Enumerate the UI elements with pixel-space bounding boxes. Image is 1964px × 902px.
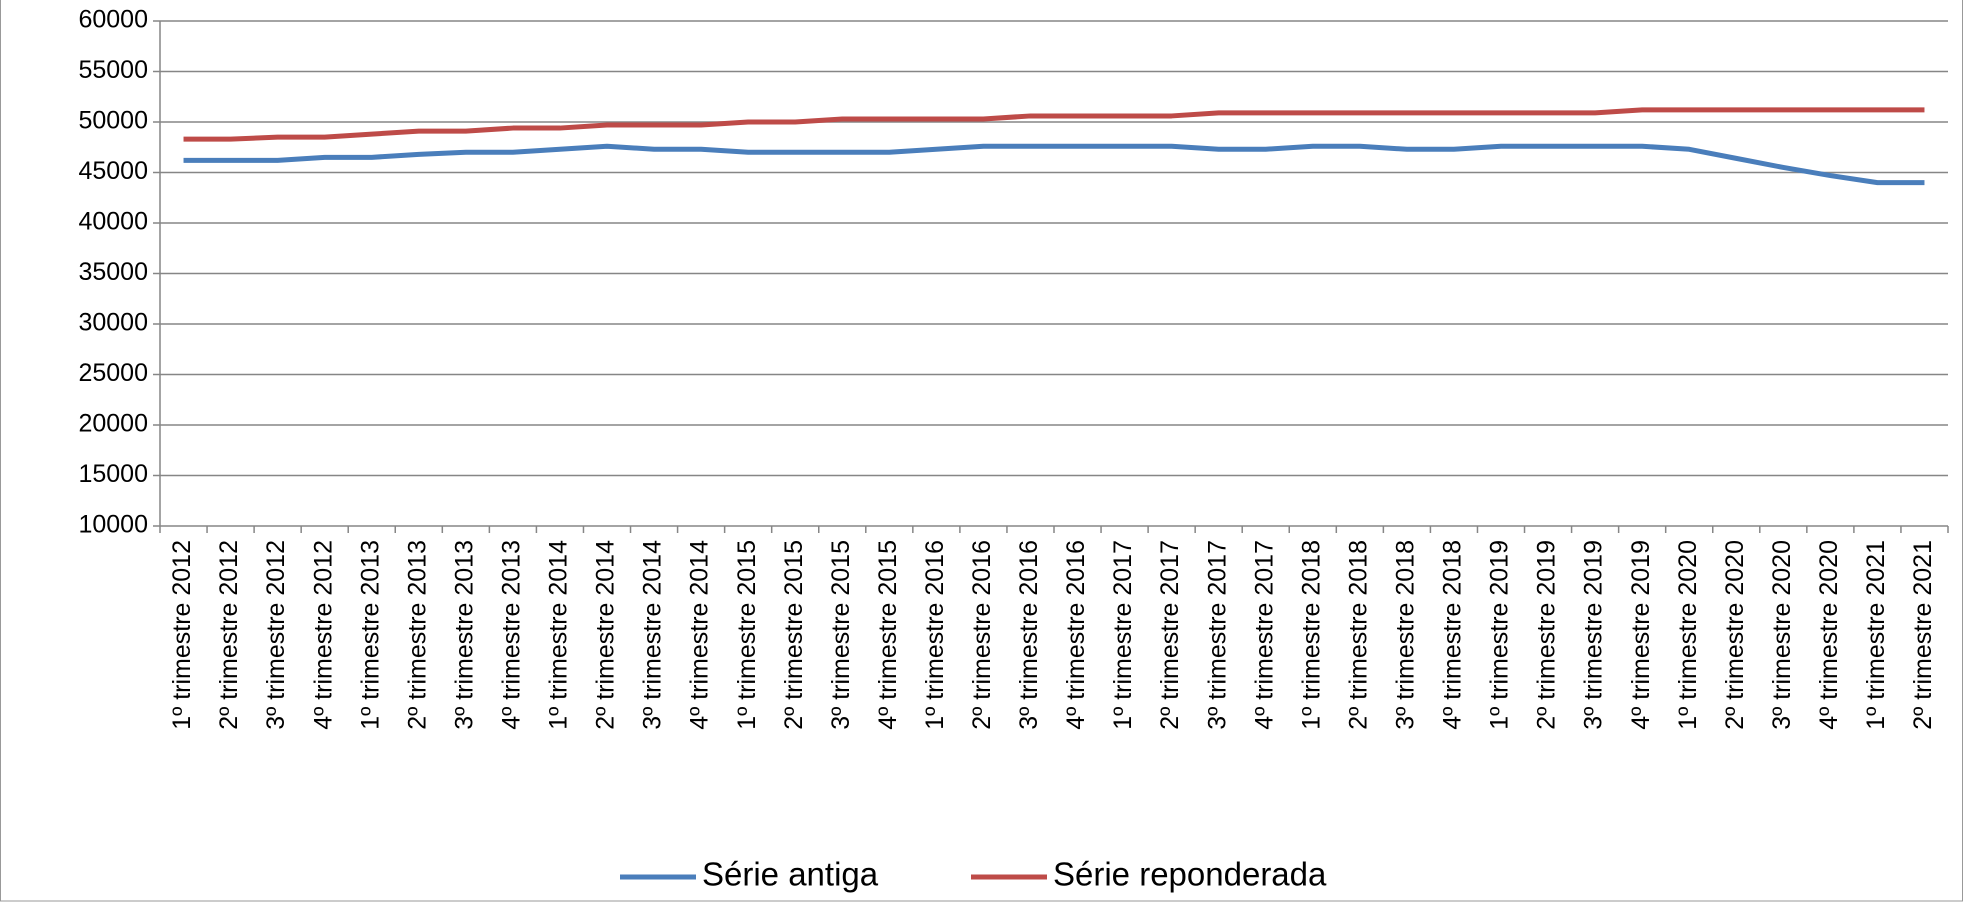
x-tick-label: 4º trimestre 2018 [1439, 540, 1467, 730]
x-tick-label: 3º trimestre 2017 [1203, 540, 1231, 730]
x-tick-label: 4º trimestre 2020 [1815, 540, 1843, 730]
y-tick-label: 50000 [78, 107, 148, 135]
x-tick-label: 1º trimestre 2017 [1109, 540, 1137, 730]
y-tick-label: 55000 [78, 56, 148, 84]
x-tick-label: 3º trimestre 2013 [450, 540, 478, 730]
x-tick-label: 3º trimestre 2019 [1580, 540, 1608, 730]
x-tick-label: 1º trimestre 2012 [168, 540, 196, 730]
y-tick-label: 35000 [78, 258, 148, 286]
x-tick-label: 2º trimestre 2012 [215, 540, 243, 730]
x-tick-label: 3º trimestre 2016 [1015, 540, 1043, 730]
x-tick-label: 2º trimestre 2019 [1533, 540, 1561, 730]
x-tick-label: 3º trimestre 2020 [1768, 540, 1796, 730]
x-tick-label: 2º trimestre 2018 [1344, 540, 1372, 730]
y-tick-label: 30000 [78, 309, 148, 337]
x-tick-label: 2º trimestre 2014 [592, 540, 620, 730]
x-tick-label: 3º trimestre 2015 [827, 540, 855, 730]
x-tick-label: 1º trimestre 2020 [1674, 540, 1702, 730]
x-tick-label: 1º trimestre 2018 [1297, 540, 1325, 730]
x-tick-label: 4º trimestre 2019 [1627, 540, 1655, 730]
x-tick-label: 1º trimestre 2015 [733, 540, 761, 730]
x-tick-label: 1º trimestre 2013 [356, 540, 384, 730]
x-tick-label: 4º trimestre 2014 [686, 540, 714, 730]
x-tick-label: 3º trimestre 2014 [639, 540, 667, 730]
x-tick-label: 2º trimestre 2015 [780, 540, 808, 730]
series-line [183, 107, 1925, 142]
x-tick-label: 4º trimestre 2013 [498, 540, 526, 730]
x-tick-label: 2º trimestre 2016 [968, 540, 996, 730]
x-tick-label: 2º trimestre 2017 [1156, 540, 1184, 730]
y-tick-label: 20000 [78, 410, 148, 438]
x-tick-label: 4º trimestre 2017 [1250, 540, 1278, 730]
y-tick-label: 15000 [78, 460, 148, 488]
x-tick-label: 1º trimestre 2021 [1862, 540, 1890, 730]
x-tick-label: 2º trimestre 2013 [403, 540, 431, 730]
series-line [183, 143, 1925, 186]
legend-label: Série antiga [702, 856, 879, 893]
y-tick-label: 10000 [78, 511, 148, 539]
y-tick-label: 45000 [78, 157, 148, 185]
legend-label: Série reponderada [1053, 856, 1327, 893]
x-tick-label: 1º trimestre 2019 [1486, 540, 1514, 730]
x-tick-label: 3º trimestre 2012 [262, 540, 290, 730]
y-tick-label: 40000 [78, 208, 148, 236]
x-tick-label: 4º trimestre 2012 [309, 540, 337, 730]
y-tick-label: 60000 [78, 6, 148, 34]
y-tick-label: 25000 [78, 359, 148, 387]
x-tick-label: 2º trimestre 2021 [1909, 540, 1937, 730]
x-tick-label: 1º trimestre 2014 [545, 540, 573, 730]
x-tick-label: 4º trimestre 2016 [1062, 540, 1090, 730]
x-tick-label: 4º trimestre 2015 [874, 540, 902, 730]
x-tick-label: 1º trimestre 2016 [921, 540, 949, 730]
x-tick-label: 2º trimestre 2020 [1721, 540, 1749, 730]
x-tick-label: 3º trimestre 2018 [1392, 540, 1420, 730]
